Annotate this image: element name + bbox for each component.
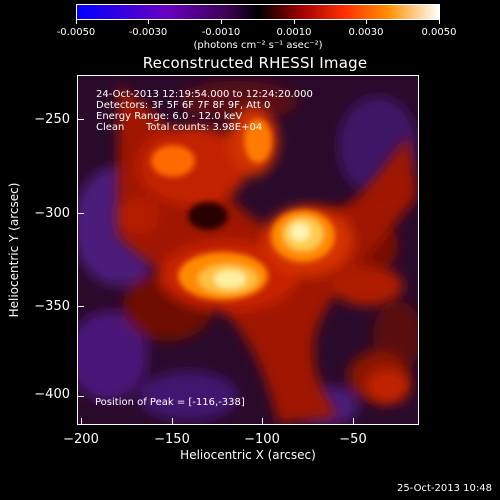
image-title: Reconstructed RHESSI Image — [142, 54, 368, 72]
datestamp: 25-Oct-2013 10:48 — [397, 483, 492, 494]
y-tick-label: −400 — [34, 387, 70, 402]
x-tick-mark — [353, 418, 354, 425]
x-tick-mark — [172, 418, 173, 425]
bright-sources — [151, 119, 335, 300]
colorbar-tick-mark — [294, 20, 295, 24]
x-tick-label: −200 — [63, 432, 99, 447]
info-energy-range: Energy Range: 6.0 - 12.0 keV — [96, 111, 243, 122]
info-total-counts: Total counts: 3.98E+04 — [146, 122, 263, 133]
y-tick-mark — [77, 306, 84, 307]
colorbar-tick-label: -0.0030 — [128, 27, 168, 38]
rhessi-image — [78, 76, 418, 424]
y-tick-mark — [77, 396, 84, 397]
y-tick-label: −300 — [34, 206, 70, 221]
colorbar-tick-mark — [366, 20, 367, 24]
colorbar-tick-label: -0.0010 — [201, 27, 241, 38]
x-tick-label: −50 — [339, 432, 367, 447]
colorbar-tick-label: -0.0050 — [56, 27, 96, 38]
colorbar — [76, 4, 440, 20]
colorbar-tick-mark — [221, 20, 222, 24]
y-tick-label: −250 — [34, 112, 70, 127]
rhessi-image-panel — [77, 75, 419, 425]
peak-position: Position of Peak = [-116,-338] — [95, 397, 245, 408]
y-axis-label: Heliocentric Y (arcsec) — [7, 182, 21, 318]
x-tick-label: −150 — [154, 432, 190, 447]
y-tick-mark — [77, 119, 84, 120]
colorbar-tick-mark — [439, 20, 440, 24]
y-tick-mark — [77, 213, 84, 214]
x-tick-mark — [262, 418, 263, 425]
colorbar-tick-mark — [148, 20, 149, 24]
colorbar-units: (photons cm⁻² s⁻¹ asec⁻²) — [193, 40, 323, 51]
y-tick-label: −350 — [34, 299, 70, 314]
x-tick-mark — [81, 418, 82, 425]
x-tick-label: −100 — [244, 432, 280, 447]
colorbar-tick-label: 0.0030 — [348, 27, 384, 38]
colorbar-tick-label: 0.0050 — [421, 27, 457, 38]
colorbar-tick-mark — [76, 20, 77, 24]
colorbar-tick-label: 0.0010 — [276, 27, 312, 38]
info-algorithm: Clean — [96, 122, 125, 133]
info-detectors: Detectors: 3F 5F 6F 7F 8F 9F, Att 0 — [96, 100, 271, 111]
x-axis-label: Heliocentric X (arcsec) — [180, 448, 316, 462]
info-time-range: 24-Oct-2013 12:19:54.000 to 12:24:20.000 — [96, 89, 313, 100]
